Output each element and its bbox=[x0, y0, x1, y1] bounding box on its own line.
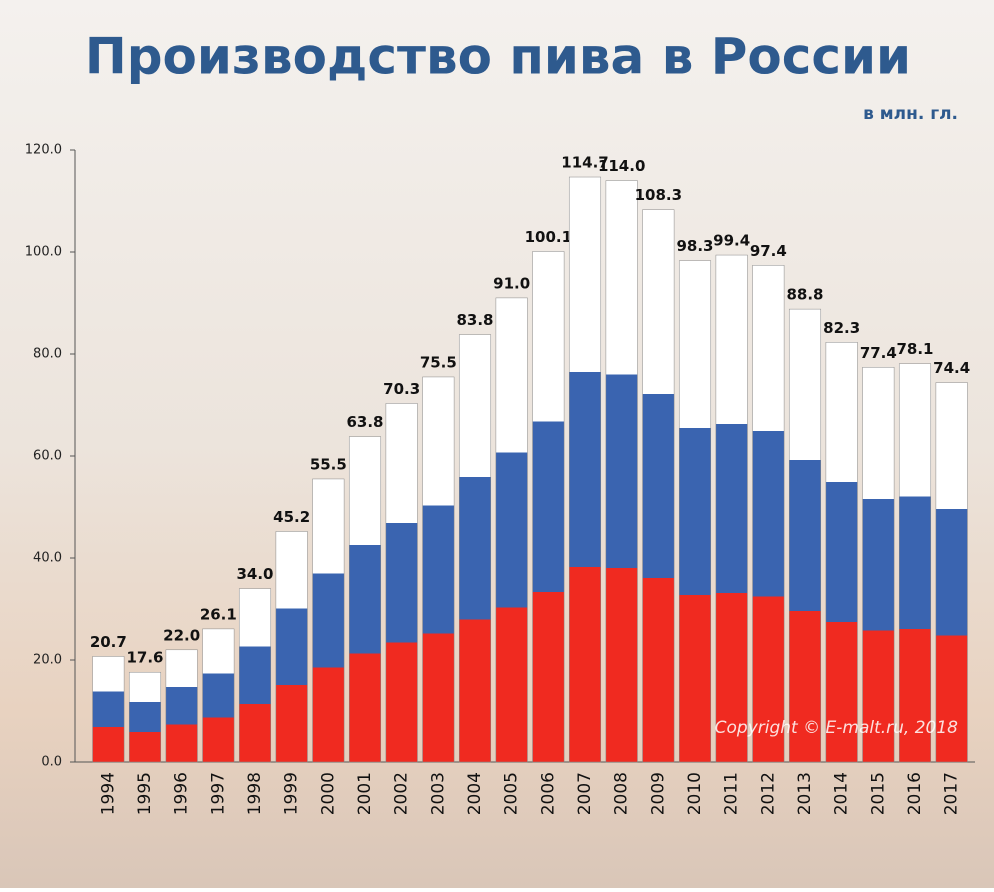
x-tick-label: 2013 bbox=[795, 772, 815, 815]
value-label: 34.0 bbox=[236, 565, 273, 583]
x-tick-label: 2012 bbox=[758, 772, 778, 815]
bar bbox=[752, 265, 785, 763]
value-label: 17.6 bbox=[126, 649, 163, 667]
x-tick-label: 2015 bbox=[868, 772, 888, 815]
value-label: 97.4 bbox=[750, 242, 787, 260]
x-tick-label: 2005 bbox=[502, 772, 522, 815]
bar bbox=[788, 308, 822, 763]
value-label: 78.1 bbox=[896, 340, 933, 358]
bar bbox=[532, 251, 565, 763]
x-tick-label: 2011 bbox=[722, 772, 742, 815]
bar bbox=[605, 180, 638, 763]
y-tick-label: 120.0 bbox=[25, 143, 62, 158]
watermark: Copyright © E-malt.ru, 2018 bbox=[715, 718, 959, 738]
value-label: 70.3 bbox=[383, 380, 420, 398]
value-label: 88.8 bbox=[786, 286, 823, 304]
bar bbox=[275, 531, 308, 763]
x-tick-label: 1999 bbox=[282, 772, 302, 815]
value-label: 100.1 bbox=[525, 228, 572, 246]
x-tick-label: 2017 bbox=[942, 772, 962, 815]
bar bbox=[422, 376, 455, 763]
value-label: 114.7 bbox=[561, 154, 608, 172]
x-tick-label: 1998 bbox=[245, 772, 265, 815]
x-tick-label: 1996 bbox=[172, 772, 192, 815]
x-tick-label: 2003 bbox=[428, 772, 448, 815]
bar bbox=[862, 367, 895, 763]
x-tick-label: 2016 bbox=[905, 772, 925, 815]
value-label: 26.1 bbox=[200, 605, 237, 623]
y-tick-label: 100.0 bbox=[25, 245, 62, 260]
y-tick-label: 40.0 bbox=[33, 551, 62, 566]
bar bbox=[825, 342, 858, 763]
x-tick-label: 2000 bbox=[318, 772, 338, 815]
x-tick-label: 2002 bbox=[392, 772, 412, 815]
value-label: 98.3 bbox=[676, 237, 713, 255]
x-tick-label: 2009 bbox=[648, 772, 668, 815]
chart-subtitle: в млн. гл. bbox=[863, 104, 958, 124]
value-label: 77.4 bbox=[860, 344, 897, 362]
x-tick-label: 1995 bbox=[135, 772, 155, 815]
y-tick-label: 0.0 bbox=[41, 755, 62, 770]
value-label: 99.4 bbox=[713, 232, 750, 250]
value-label: 75.5 bbox=[420, 353, 457, 371]
x-tick-label: 2004 bbox=[465, 772, 485, 815]
value-label: 74.4 bbox=[933, 359, 970, 377]
bar bbox=[495, 297, 528, 763]
bar bbox=[238, 588, 272, 763]
value-label: 83.8 bbox=[456, 311, 493, 329]
x-tick-label: 1994 bbox=[98, 772, 118, 815]
value-label: 82.3 bbox=[823, 319, 860, 337]
value-label: 55.5 bbox=[310, 455, 347, 473]
bar bbox=[568, 176, 602, 763]
chart-title: Производство пива в России bbox=[85, 28, 911, 86]
bar bbox=[385, 403, 418, 763]
x-tick-label: 2001 bbox=[355, 772, 375, 815]
value-label: 91.0 bbox=[493, 274, 530, 292]
value-label: 45.2 bbox=[273, 508, 310, 526]
value-label: 108.3 bbox=[635, 186, 682, 204]
value-label: 20.7 bbox=[90, 633, 127, 651]
bar bbox=[715, 254, 748, 763]
y-tick-label: 20.0 bbox=[33, 653, 62, 668]
value-label: 63.8 bbox=[346, 413, 383, 431]
bar bbox=[312, 478, 345, 763]
bar bbox=[202, 628, 235, 763]
x-tick-label: 2006 bbox=[538, 772, 558, 815]
x-tick-label: 2007 bbox=[575, 772, 595, 815]
bar bbox=[165, 649, 198, 763]
bar bbox=[458, 334, 492, 763]
y-tick-label: 60.0 bbox=[33, 449, 62, 464]
bar bbox=[642, 209, 675, 763]
bar bbox=[935, 382, 968, 763]
bar bbox=[678, 260, 712, 763]
x-tick-label: 2014 bbox=[832, 772, 852, 815]
bar bbox=[348, 436, 382, 763]
y-tick-label: 80.0 bbox=[33, 347, 62, 362]
x-tick-label: 2010 bbox=[685, 772, 705, 815]
value-label: 114.0 bbox=[598, 157, 645, 175]
x-tick-label: 1997 bbox=[208, 772, 228, 815]
bar bbox=[92, 656, 125, 763]
bar bbox=[128, 671, 162, 763]
value-label: 22.0 bbox=[163, 626, 200, 644]
x-tick-label: 2008 bbox=[612, 772, 632, 815]
bar bbox=[898, 363, 932, 763]
